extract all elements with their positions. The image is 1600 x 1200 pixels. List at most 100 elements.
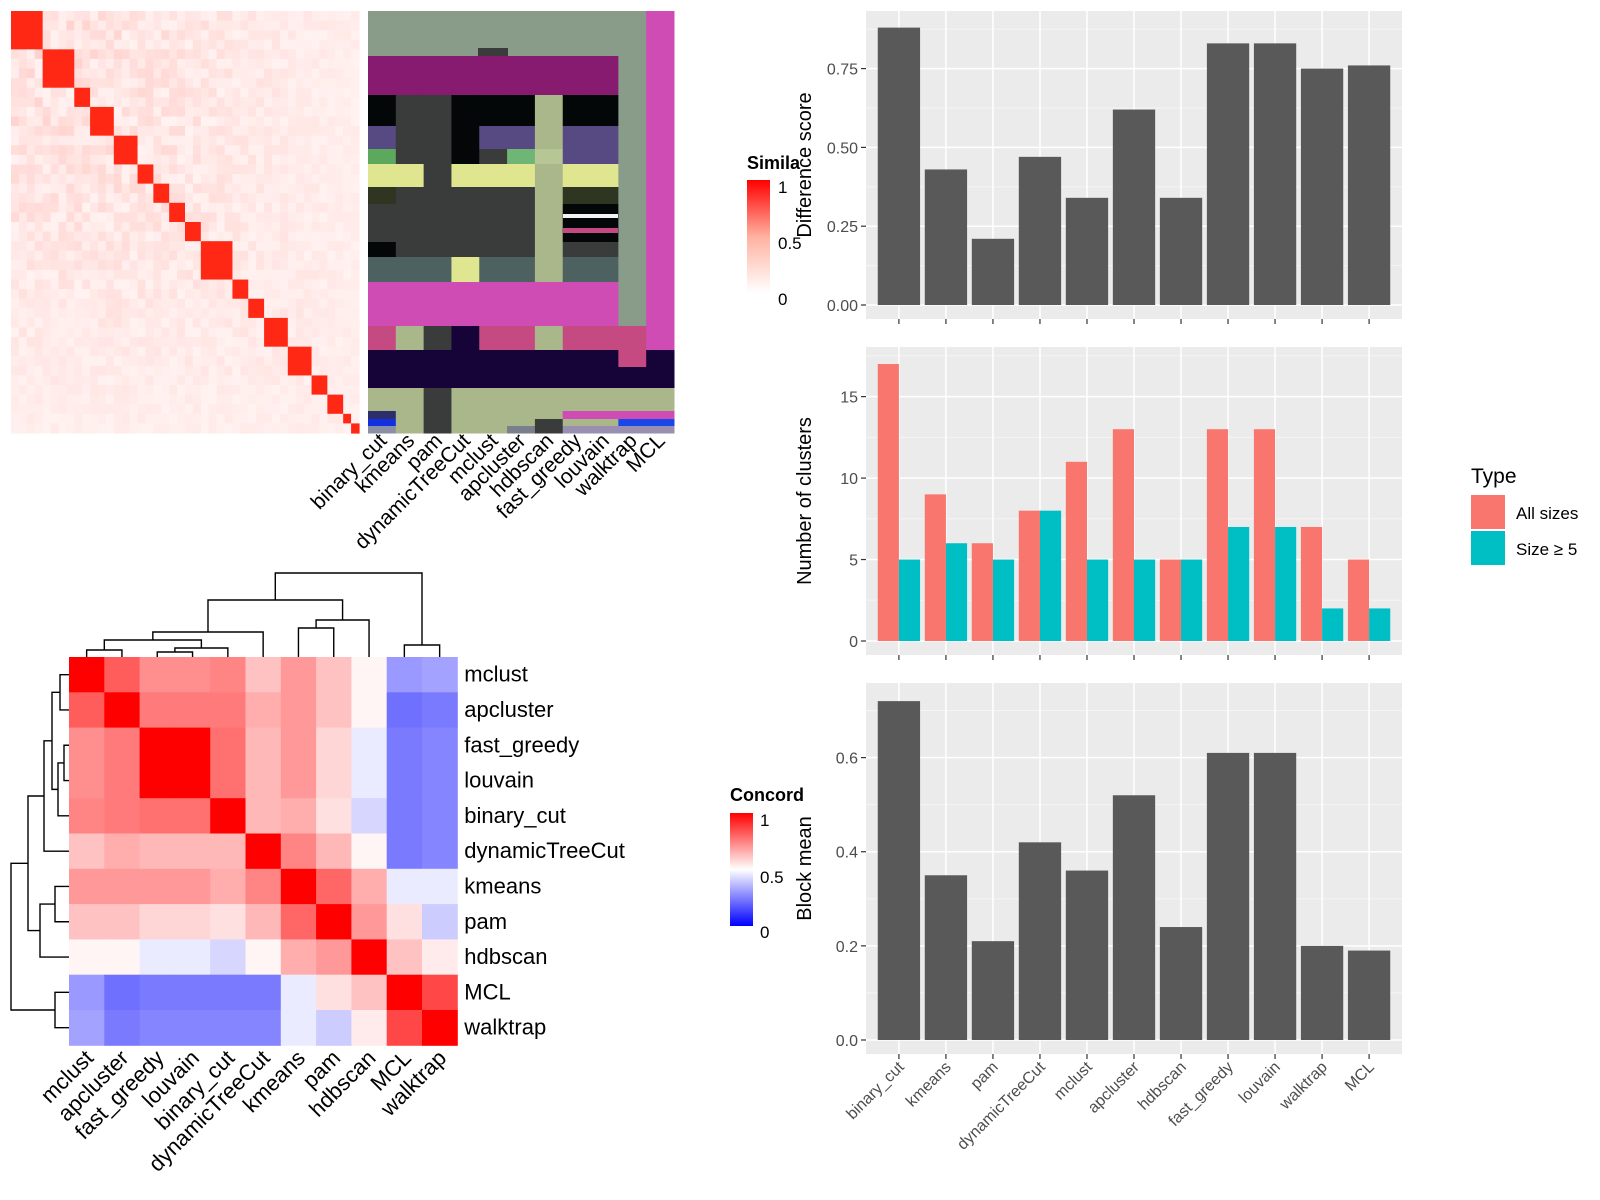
concordance-row-label: hdbscan bbox=[464, 944, 547, 969]
similarity-cell bbox=[287, 260, 297, 271]
similarity-cell bbox=[105, 385, 115, 396]
similarity-cell bbox=[58, 174, 67, 185]
similarity-cell bbox=[200, 212, 210, 223]
similarity-cell bbox=[279, 193, 289, 204]
similarity-cell bbox=[256, 154, 265, 166]
similarity-cell bbox=[192, 308, 202, 319]
similarity-cell bbox=[11, 174, 20, 185]
membership-cell bbox=[395, 242, 425, 258]
similarity-cell bbox=[50, 116, 60, 127]
similarity-cell bbox=[303, 20, 313, 31]
similarity-cell bbox=[137, 135, 147, 146]
membership-cell bbox=[563, 228, 618, 233]
similarity-cell bbox=[208, 145, 218, 156]
dendrogram-link bbox=[207, 599, 344, 632]
similarity-cell bbox=[26, 135, 36, 146]
similarity-cell bbox=[18, 337, 28, 348]
similarity-cell bbox=[216, 298, 226, 309]
membership-cell bbox=[563, 214, 618, 218]
similarity-cell bbox=[42, 58, 52, 70]
similarity-cell bbox=[66, 250, 75, 261]
similarity-cell bbox=[34, 231, 44, 242]
similarity-cell bbox=[216, 385, 226, 396]
membership-cell bbox=[451, 282, 480, 327]
similarity-cell bbox=[169, 116, 178, 127]
similarity-cell bbox=[82, 337, 91, 348]
similarity-cell bbox=[161, 49, 170, 60]
similarity-cell bbox=[351, 404, 360, 415]
similarity-cell bbox=[272, 337, 281, 348]
similarity-cell bbox=[303, 212, 313, 223]
similarity-cell bbox=[335, 212, 344, 223]
similarity-cell bbox=[311, 68, 321, 79]
similarity-cell bbox=[105, 423, 115, 434]
similarity-cell bbox=[34, 327, 44, 338]
similarity-cell bbox=[232, 183, 241, 194]
similarity-cell bbox=[50, 78, 60, 89]
membership-cell bbox=[562, 326, 592, 351]
x-tick-label: pam bbox=[968, 1059, 1002, 1093]
concordance-cell bbox=[245, 868, 282, 905]
y-axis-label: Number of clusters bbox=[794, 417, 816, 585]
bar-size-5 bbox=[992, 559, 1015, 641]
similarity-cell bbox=[240, 154, 249, 166]
similarity-cell bbox=[42, 279, 52, 290]
similarity-cell bbox=[256, 260, 265, 271]
similarity-cell bbox=[11, 11, 20, 22]
similarity-cell bbox=[295, 145, 305, 156]
similarity-cell bbox=[153, 241, 162, 252]
similarity-cell bbox=[169, 11, 178, 22]
similarity-cell bbox=[248, 116, 257, 127]
similarity-cell bbox=[34, 317, 44, 329]
similarity-cell bbox=[319, 375, 328, 386]
similarity-cell bbox=[208, 317, 218, 329]
similarity-cell bbox=[74, 174, 83, 185]
similarity-cell bbox=[248, 78, 257, 89]
similarity-cell bbox=[34, 97, 44, 108]
similarity-cell bbox=[177, 193, 186, 204]
similarity-cell bbox=[90, 145, 99, 156]
similarity-cell bbox=[185, 126, 194, 137]
similarity-cell bbox=[11, 97, 20, 108]
similarity-cell bbox=[66, 365, 75, 377]
similarity-cell bbox=[74, 20, 83, 31]
similarity-cell bbox=[185, 58, 194, 70]
concordance-cell bbox=[422, 939, 458, 976]
membership-cell bbox=[395, 326, 425, 351]
similarity-cell bbox=[105, 298, 115, 309]
similarity-cell bbox=[161, 106, 170, 118]
concordance-cell bbox=[174, 762, 211, 799]
similarity-cell bbox=[113, 97, 123, 108]
similarity-cell bbox=[113, 404, 123, 415]
similarity-cell bbox=[90, 116, 99, 127]
similarity-cell bbox=[137, 279, 147, 290]
similarity-cell bbox=[177, 97, 186, 108]
similarity-cell bbox=[42, 135, 52, 146]
similarity-cell bbox=[351, 30, 360, 41]
dendrogram-link bbox=[10, 862, 55, 1011]
similarity-cell bbox=[248, 97, 257, 108]
similarity-cell bbox=[216, 279, 226, 290]
similarity-cell bbox=[256, 317, 265, 329]
membership-cell bbox=[451, 426, 480, 434]
similarity-cell bbox=[216, 174, 226, 185]
similarity-cell bbox=[279, 78, 289, 89]
similarity-cell bbox=[295, 413, 305, 425]
similarity-cell bbox=[121, 222, 131, 233]
similarity-cell bbox=[11, 212, 20, 223]
membership-cell bbox=[562, 187, 592, 205]
similarity-legend-bar bbox=[747, 180, 770, 293]
similarity-cell bbox=[216, 116, 226, 127]
similarity-cell bbox=[295, 394, 305, 405]
similarity-cell bbox=[74, 375, 83, 386]
similarity-cell bbox=[248, 222, 257, 233]
dendrogram-link bbox=[43, 740, 69, 852]
similarity-cell bbox=[177, 394, 186, 405]
membership-cell bbox=[478, 48, 508, 56]
similarity-cell bbox=[169, 39, 178, 50]
similarity-cell bbox=[248, 375, 257, 386]
similarity-cell bbox=[11, 385, 20, 396]
membership-cell bbox=[368, 326, 397, 351]
bar-all-sizes bbox=[1112, 429, 1134, 641]
bar bbox=[1112, 109, 1156, 305]
